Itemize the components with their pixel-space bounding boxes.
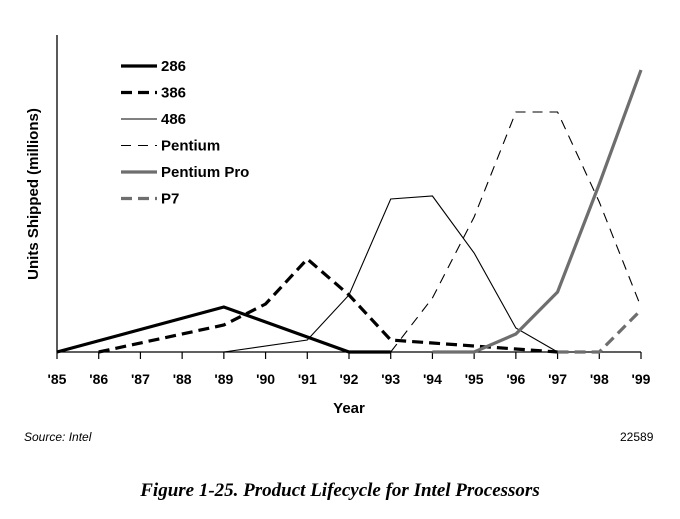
legend-label: P7 <box>161 191 179 208</box>
x-tick-label: '85 <box>48 371 67 387</box>
x-tick-label: '96 <box>506 371 525 387</box>
x-tick-label: '92 <box>340 371 359 387</box>
x-tick-label: '86 <box>89 371 108 387</box>
series-line-286 <box>56 305 391 354</box>
axes <box>56 35 641 353</box>
x-tick-label: '89 <box>214 371 233 387</box>
series-line-p7 <box>557 308 643 354</box>
figure-caption: Figure 1-25. Product Lifecycle for Intel… <box>140 480 540 501</box>
legend-label: 286 <box>161 58 186 75</box>
legend: 286 386 486 Pentium Pentium Pro P7 <box>121 58 249 208</box>
x-tick-label: '87 <box>131 371 150 387</box>
x-axis-title: Year <box>333 400 365 417</box>
series-line-pentium <box>390 111 642 353</box>
legend-label: 486 <box>161 111 186 128</box>
legend-label: 386 <box>161 85 186 102</box>
x-tick-label: '91 <box>298 371 317 387</box>
series-line-pentium-pro <box>432 69 643 354</box>
x-tick-label: '93 <box>381 371 400 387</box>
x-tick-labels: '85 '86 '87 '88 '89 '90 '91 '92 '93 '94 '95 '96 '97 '… <box>48 371 651 387</box>
series-line-386 <box>98 256 558 354</box>
x-tick-label: '94 <box>423 371 442 387</box>
x-tick-label: '88 <box>173 371 192 387</box>
x-tick-label: '99 <box>632 371 651 387</box>
figure-id: 22589 <box>620 430 654 444</box>
legend-label: Pentium Pro <box>161 164 249 181</box>
x-tick-label: '90 <box>256 371 275 387</box>
x-tick-label: '95 <box>465 371 484 387</box>
series-line-486 <box>223 195 558 353</box>
y-axis-title: Units Shipped (millions) <box>25 108 42 280</box>
x-tick-label: '98 <box>590 371 609 387</box>
legend-label: Pentium <box>161 138 220 155</box>
x-tick-label: '97 <box>548 371 567 387</box>
series-lines <box>56 69 643 354</box>
source-note: Source: Intel <box>24 430 92 444</box>
